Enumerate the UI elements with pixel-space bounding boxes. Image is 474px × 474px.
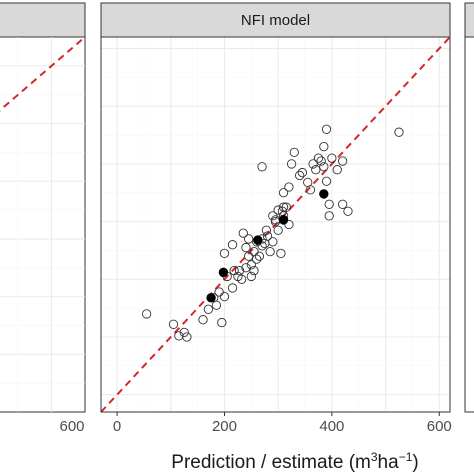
x-tick-label: 600 (427, 418, 452, 435)
estimate-point (279, 216, 287, 224)
estimate-point (219, 268, 227, 276)
nfi-x-axis: 0 200 400 600 (113, 412, 452, 435)
x-tick-label: 400 (319, 418, 344, 435)
nfi-strip-title: NFI model (241, 12, 310, 29)
left-plot-area (0, 37, 85, 412)
x-tick-label: 0 (113, 418, 121, 435)
right-panel-edge (465, 3, 474, 412)
estimate-point (207, 294, 215, 302)
x-axis-title: Prediction / estimate (m3ha−1) (171, 450, 418, 473)
nfi-panel: NFI model 0 200 400 600 (101, 3, 452, 435)
right-strip (465, 3, 474, 37)
estimate-point (320, 190, 328, 198)
left-panel: 600 (0, 3, 85, 435)
left-strip (0, 3, 85, 37)
x-tick-label: 200 (212, 418, 237, 435)
right-plot-area (465, 37, 474, 412)
left-x-tick-600: 600 (59, 418, 84, 435)
estimate-point (254, 236, 262, 244)
